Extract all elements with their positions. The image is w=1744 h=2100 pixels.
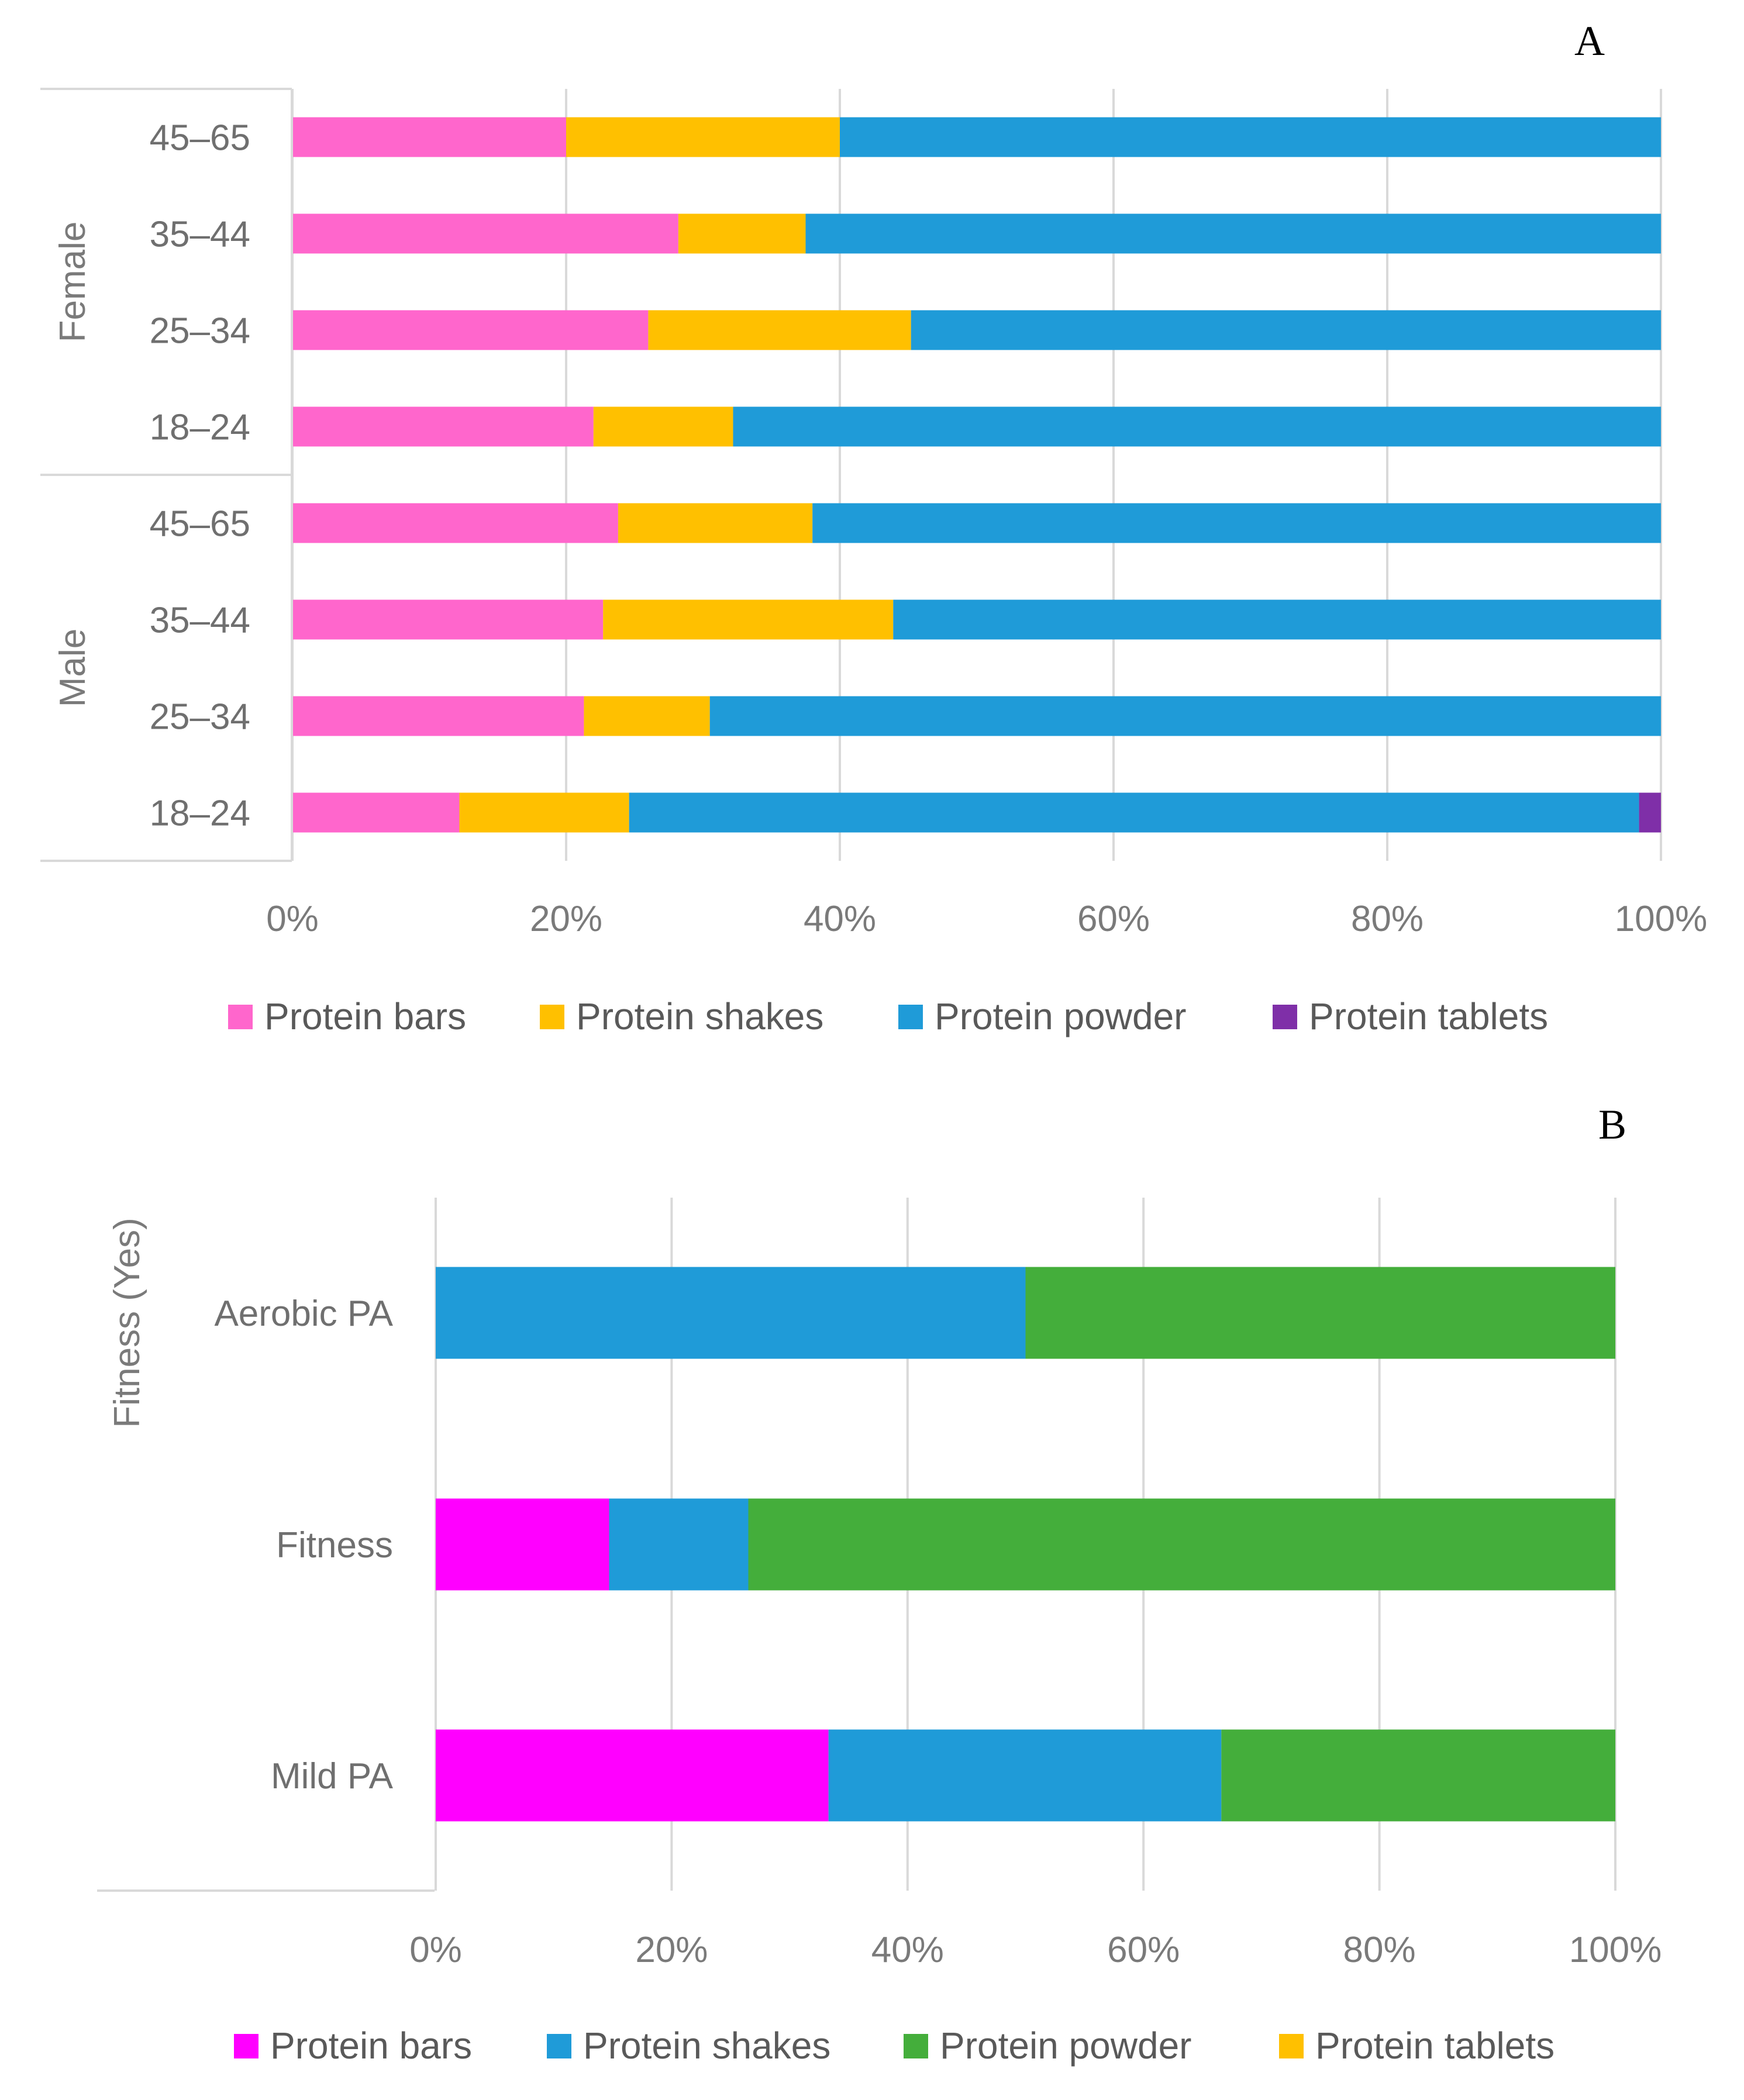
bar-a-male-35-44-protein-bars [292, 599, 604, 640]
y-axis-title-b: Fitness (Yes) [107, 1218, 147, 1428]
x-tick-label-b-0: 0% [409, 1930, 462, 1970]
bar-b-mild-pa-protein-powder [1221, 1729, 1615, 1822]
chart-a: A 45–65 35–44 25–34 18–24 45–65 35–44 25–34 18–… [40, 18, 1707, 1037]
category-label-a-5: 35–44 [150, 601, 250, 641]
legend-label-b-protein-powder: Protein powder [940, 2025, 1191, 2067]
legend-swatch-b-protein-bars [234, 2034, 259, 2058]
x-tick-label-b-2: 40% [871, 1930, 944, 1970]
legend-swatch-a-protein-shakes [540, 1005, 564, 1029]
legend-swatch-b-protein-powder [904, 2034, 928, 2058]
legend-label-b-protein-shakes: Protein shakes [583, 2025, 830, 2067]
category-label-b-mild-pa: Mild PA [271, 1756, 394, 1796]
bar-b-fitness-protein-shakes [609, 1498, 749, 1591]
legend-label-a-protein-shakes: Protein shakes [576, 995, 823, 1037]
bar-a-male-18-24-protein-shakes [459, 792, 629, 833]
bar-a-female-25-34-protein-bars [292, 310, 649, 350]
x-tick-label-a-4: 80% [1351, 899, 1424, 939]
legend-swatch-a-protein-tablets [1273, 1005, 1297, 1029]
bar-b-mild-pa-protein-bars [436, 1729, 829, 1822]
group-labels-a: Female Male [53, 222, 93, 708]
bar-b-aerobic-pa-protein-shakes [436, 1267, 1026, 1359]
panel-label-a: A [1574, 18, 1605, 64]
group-label-a-female: Female [53, 222, 93, 343]
legend-label-a-protein-bars: Protein bars [264, 995, 466, 1037]
category-label-a-6: 25–34 [150, 697, 250, 737]
category-label-a-2: 25–34 [150, 311, 250, 351]
bar-a-female-18-24-protein-powder [733, 406, 1661, 447]
legend-swatch-a-protein-powder [898, 1005, 923, 1029]
bar-a-male-25-34-protein-bars [292, 696, 584, 736]
bar-a-male-25-34-protein-powder [709, 696, 1661, 736]
bar-a-female-35-44-protein-bars [292, 213, 678, 254]
bar-a-male-18-24-protein-bars [292, 792, 460, 833]
category-label-a-0: 45–65 [150, 118, 250, 158]
x-tick-label-a-3: 60% [1077, 899, 1150, 939]
chart-b: B Fitness (Yes) Aerobic PA Fitness Mild PA… [97, 1101, 1662, 2067]
x-tick-label-b-4: 80% [1343, 1930, 1416, 1970]
bar-a-female-18-24-protein-bars [292, 406, 594, 447]
panel-label-b: B [1598, 1101, 1626, 1148]
bar-a-female-45-65-protein-powder [840, 117, 1661, 157]
legend-a: Protein bars Protein shakes Protein powder… [228, 995, 1548, 1037]
legend-label-b-protein-bars: Protein bars [270, 2025, 472, 2067]
bar-a-female-35-44-protein-shakes [678, 213, 806, 254]
bar-a-male-45-65-protein-powder [812, 503, 1661, 543]
legend-label-a-protein-powder: Protein powder [935, 995, 1186, 1037]
bar-a-male-25-34-protein-shakes [584, 696, 710, 736]
bar-a-male-45-65-protein-shakes [618, 503, 813, 543]
x-tick-label-b-3: 60% [1107, 1930, 1180, 1970]
bar-a-male-35-44-protein-powder [893, 599, 1661, 640]
category-label-a-3: 18–24 [150, 408, 250, 448]
category-labels-b: Aerobic PA Fitness Mild PA [214, 1294, 393, 1796]
bar-b-aerobic-pa-protein-powder [1025, 1267, 1615, 1359]
group-label-a-male: Male [53, 629, 93, 707]
bar-a-male-18-24-protein-tablets [1639, 792, 1661, 833]
bars-b [436, 1267, 1615, 1822]
x-tick-label-b-1: 20% [635, 1930, 708, 1970]
bar-a-female-18-24-protein-shakes [593, 406, 733, 447]
x-tick-label-b-5: 100% [1569, 1930, 1662, 1970]
bar-b-fitness-protein-powder [748, 1498, 1615, 1591]
x-tick-label-a-0: 0% [266, 899, 319, 939]
x-tick-labels-a: 0% 20% 40% 60% 80% 100% [266, 899, 1707, 939]
axis-a [40, 88, 293, 862]
x-tick-labels-b: 0% 20% 40% 60% 80% 100% [409, 1930, 1662, 1970]
category-label-b-fitness: Fitness [276, 1525, 393, 1565]
category-label-a-1: 35–44 [150, 215, 250, 255]
bar-a-male-45-65-protein-bars [292, 503, 618, 543]
x-tick-label-a-2: 40% [804, 899, 876, 939]
bar-a-female-45-65-protein-bars [292, 117, 566, 157]
legend-label-b-protein-tablets: Protein tablets [1315, 2025, 1555, 2067]
category-label-a-7: 18–24 [150, 794, 250, 834]
bar-a-female-25-34-protein-powder [911, 310, 1661, 350]
bar-a-female-35-44-protein-powder [805, 213, 1661, 254]
bar-a-male-18-24-protein-powder [629, 792, 1639, 833]
bar-a-male-35-44-protein-shakes [603, 599, 894, 640]
legend-swatch-a-protein-bars [228, 1005, 253, 1029]
category-labels-a: 45–65 35–44 25–34 18–24 45–65 35–44 25–34 18–24 [150, 118, 250, 834]
legend-b: Protein bars Protein shakes Protein powder… [234, 2025, 1555, 2067]
bar-b-mild-pa-protein-shakes [828, 1729, 1222, 1822]
x-tick-label-a-5: 100% [1615, 899, 1708, 939]
bar-b-fitness-protein-bars [436, 1498, 609, 1591]
bar-a-female-25-34-protein-shakes [648, 310, 911, 350]
bars-a [292, 117, 1661, 833]
legend-swatch-b-protein-shakes [547, 2034, 571, 2058]
x-tick-label-a-1: 20% [530, 899, 602, 939]
category-label-a-4: 45–65 [150, 504, 250, 544]
bar-a-female-45-65-protein-shakes [566, 117, 840, 157]
legend-swatch-b-protein-tablets [1279, 2034, 1304, 2058]
category-label-b-aerobic-pa: Aerobic PA [214, 1294, 393, 1334]
legend-label-a-protein-tablets: Protein tablets [1309, 995, 1548, 1037]
